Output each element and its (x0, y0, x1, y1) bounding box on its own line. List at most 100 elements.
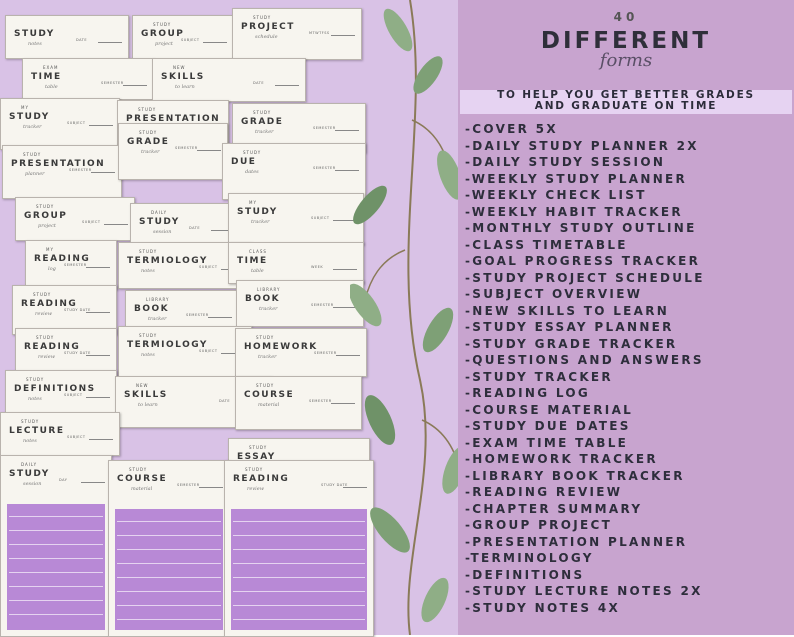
tagline-line-1: TO HELP YOU GET BETTER GRADES (497, 89, 755, 101)
card-field-line (104, 224, 128, 225)
card-title: COURSE (117, 474, 168, 484)
form-card: LIBRARY BOOK tracker SEMESTER (125, 290, 239, 330)
card-eyebrow: STUDY (253, 110, 272, 115)
card-title: TIME (31, 72, 62, 82)
card-eyebrow: STUDY (33, 292, 52, 297)
card-title: READING (233, 474, 290, 484)
card-field-label: SUBJECT (67, 435, 86, 439)
form-grid-line (117, 521, 221, 522)
card-field-line (333, 220, 357, 221)
card-subtitle: schedule (255, 34, 278, 40)
card-field-line (275, 85, 299, 86)
card-eyebrow: STUDY (249, 445, 268, 450)
list-item: -STUDY ESSAY PLANNER (465, 320, 674, 334)
form-grid-line (9, 572, 103, 573)
card-eyebrow: STUDY (245, 467, 264, 472)
form-card: DAILY STUDY session DAY (0, 455, 112, 637)
card-title: TERMIOLOGY (127, 256, 208, 266)
list-item: -WEEKLY STUDY PLANNER (465, 171, 688, 186)
list-item: -NEW SKILLS TO LEARN (465, 303, 670, 318)
form-grid-line (9, 586, 103, 587)
card-field-line (89, 439, 113, 440)
form-grid-line (9, 558, 103, 559)
card-eyebrow: LIBRARY (257, 287, 281, 292)
form-grid-line (117, 619, 221, 620)
card-subtitle: tracker (148, 316, 167, 322)
card-subtitle: tracker (23, 124, 42, 130)
form-card: STUDY DUE dates SEMESTER (222, 143, 366, 200)
card-subtitle: material (131, 486, 153, 492)
card-subtitle: table (251, 268, 264, 274)
card-eyebrow: NEW (136, 383, 149, 388)
card-title: PRESENTATION (11, 159, 106, 169)
card-field-line (81, 482, 105, 483)
card-title: COURSE (244, 390, 295, 400)
card-title: GROUP (141, 29, 185, 39)
card-field-line (336, 355, 360, 356)
list-item: -STUDY GRADE TRACKER (465, 336, 678, 351)
card-eyebrow: MY (46, 247, 54, 252)
list-item: -READING REVIEW (465, 485, 623, 499)
form-card: MY STUDY tracker SUBJECT (0, 98, 120, 150)
form-count: 40 (613, 10, 639, 24)
card-eyebrow: STUDY (23, 152, 42, 157)
card-eyebrow: LIBRARY (146, 297, 170, 302)
form-grid-area (7, 504, 105, 630)
card-eyebrow: NEW (173, 65, 186, 70)
card-subtitle: review (247, 486, 265, 492)
form-card: STUDY notes DATE (5, 15, 129, 59)
card-field-line (333, 307, 357, 308)
card-title: STUDY (14, 29, 55, 39)
card-field-label: SEMESTER (311, 303, 334, 307)
card-subtitle: project (38, 223, 56, 229)
card-field-label: SEMESTER (309, 399, 332, 403)
list-item: -CHAPTER SUMMARY (465, 501, 643, 516)
card-subtitle: notes (28, 396, 42, 402)
card-eyebrow: STUDY (256, 335, 275, 340)
list-item: -STUDY PROJECT SCHEDULE (465, 270, 705, 285)
list-item: -STUDY LECTURE NOTES 2X (465, 584, 703, 598)
card-field-label: SEMESTER (64, 263, 87, 267)
card-field-line (199, 487, 223, 488)
card-field-label: DATE (76, 38, 88, 42)
card-field-label: SUBJECT (64, 393, 83, 397)
list-item: -COURSE MATERIAL (465, 402, 634, 417)
card-title: READING (21, 299, 78, 309)
card-title: SKILLS (124, 390, 168, 400)
card-eyebrow: STUDY (26, 377, 45, 382)
form-card: MY READING log SEMESTER (25, 240, 117, 290)
list-item: -WEEKLY CHECK LIST (465, 188, 647, 202)
card-eyebrow: STUDY (253, 15, 272, 20)
card-eyebrow: STUDY (36, 335, 55, 340)
card-field-line (89, 125, 113, 126)
form-grid-line (117, 535, 221, 536)
card-title: ESSAY (237, 452, 276, 462)
form-card: STUDY COURSE material SEMESTER (235, 376, 362, 430)
form-grid-line (9, 614, 103, 615)
card-title: SKILLS (161, 72, 205, 82)
card-field-line (333, 269, 357, 270)
card-subtitle: log (48, 266, 56, 272)
form-grid-line (233, 563, 365, 564)
card-title: GRADE (127, 137, 170, 147)
form-card: STUDY PROJECT schedule MTWTFSS (232, 8, 362, 60)
list-item: -TERMINOLOGY (465, 551, 594, 565)
form-card: STUDY HOMEWORK tracker SEMESTER (235, 328, 367, 377)
card-title: PROJECT (241, 22, 295, 32)
card-field-label: SEMESTER (175, 146, 198, 150)
card-eyebrow: STUDY (256, 383, 275, 388)
form-grid-line (233, 535, 365, 536)
card-field-line (331, 403, 355, 404)
list-item: -GROUP PROJECT (465, 518, 613, 532)
form-grid-line (233, 619, 365, 620)
card-subtitle: project (155, 41, 173, 47)
form-card: CLASS TIME table WEEK (228, 242, 364, 284)
card-title: TERMIOLOGY (127, 340, 208, 350)
form-grid-line (117, 605, 221, 606)
list-item: -COVER 5X (465, 122, 558, 136)
card-field-line (86, 397, 110, 398)
list-item: -QUESTIONS AND ANSWERS (465, 353, 704, 367)
card-subtitle: tracker (258, 354, 277, 360)
card-subtitle: notes (141, 268, 155, 274)
card-title: DUE (231, 157, 257, 167)
